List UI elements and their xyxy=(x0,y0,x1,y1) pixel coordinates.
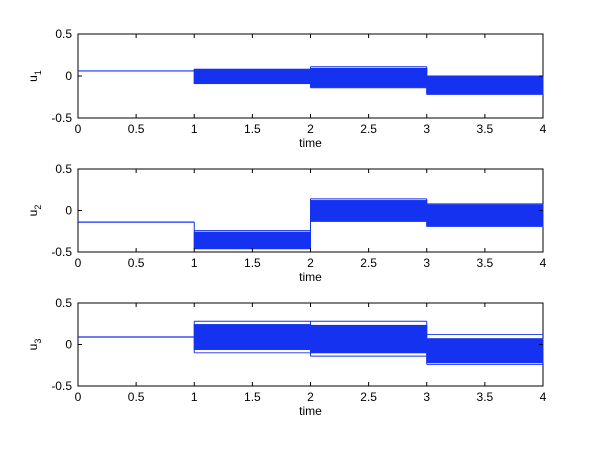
y-axis-label: u1 xyxy=(26,70,43,82)
x-tick-label: 4 xyxy=(540,256,547,270)
trace-band-3 xyxy=(310,67,428,88)
y-axis-label: u2 xyxy=(26,205,43,217)
x-tick-label: 1.5 xyxy=(244,256,261,270)
x-tick-label: 4 xyxy=(540,122,547,136)
trace-band-2 xyxy=(193,68,311,85)
x-tick-label: 3.5 xyxy=(477,390,494,404)
x-tick-label: 0.5 xyxy=(128,256,145,270)
y-tick-label: 0 xyxy=(65,204,72,218)
series-traces xyxy=(78,66,544,95)
y-tick-label: -0.5 xyxy=(51,111,72,125)
x-tick-label: 3 xyxy=(423,256,430,270)
x-tick-label: 2 xyxy=(307,122,314,136)
y-tick-label: -0.5 xyxy=(51,245,72,259)
y-tick-label: 0 xyxy=(65,338,72,352)
x-tick-label: 1.5 xyxy=(244,122,261,136)
x-tick-label: 3.5 xyxy=(477,256,494,270)
x-axis-label: time xyxy=(299,270,322,284)
x-tick-label: 4 xyxy=(540,390,547,404)
trace-band-2 xyxy=(193,231,311,250)
x-axis-label: time xyxy=(299,404,322,418)
trace-band-4 xyxy=(426,75,544,95)
y-axis-label: u3 xyxy=(26,339,43,351)
x-tick-label: 0.5 xyxy=(128,122,145,136)
trace-band-4 xyxy=(426,338,544,364)
x-tick-label: 1 xyxy=(191,122,198,136)
series-traces xyxy=(78,320,544,365)
y-tick-label: 0.5 xyxy=(55,27,72,41)
x-tick-label: 0 xyxy=(75,256,82,270)
y-tick-label: 0.5 xyxy=(55,296,72,310)
trace-band-2 xyxy=(193,324,311,350)
x-tick-label: 1 xyxy=(191,256,198,270)
y-tick-label: -0.5 xyxy=(51,379,72,393)
x-axis-label: time xyxy=(299,136,322,150)
y-tick-label: 0.5 xyxy=(55,162,72,176)
x-tick-label: 2.5 xyxy=(360,122,377,136)
x-tick-label: 0 xyxy=(75,390,82,404)
trace-band-3 xyxy=(310,324,428,354)
x-tick-label: 1.5 xyxy=(244,390,261,404)
trace-band-3 xyxy=(310,200,428,222)
x-tick-label: 3 xyxy=(423,122,430,136)
x-tick-label: 0 xyxy=(75,122,82,136)
x-tick-label: 2 xyxy=(307,390,314,404)
x-tick-label: 2 xyxy=(307,256,314,270)
x-tick-label: 2.5 xyxy=(360,256,377,270)
x-tick-label: 3 xyxy=(423,390,430,404)
y-tick-label: 0 xyxy=(65,69,72,83)
x-tick-label: 1 xyxy=(191,390,198,404)
trace-band-4 xyxy=(426,204,544,227)
x-tick-label: 3.5 xyxy=(477,122,494,136)
x-tick-label: 2.5 xyxy=(360,390,377,404)
x-tick-label: 0.5 xyxy=(128,390,145,404)
series-traces xyxy=(78,198,544,250)
